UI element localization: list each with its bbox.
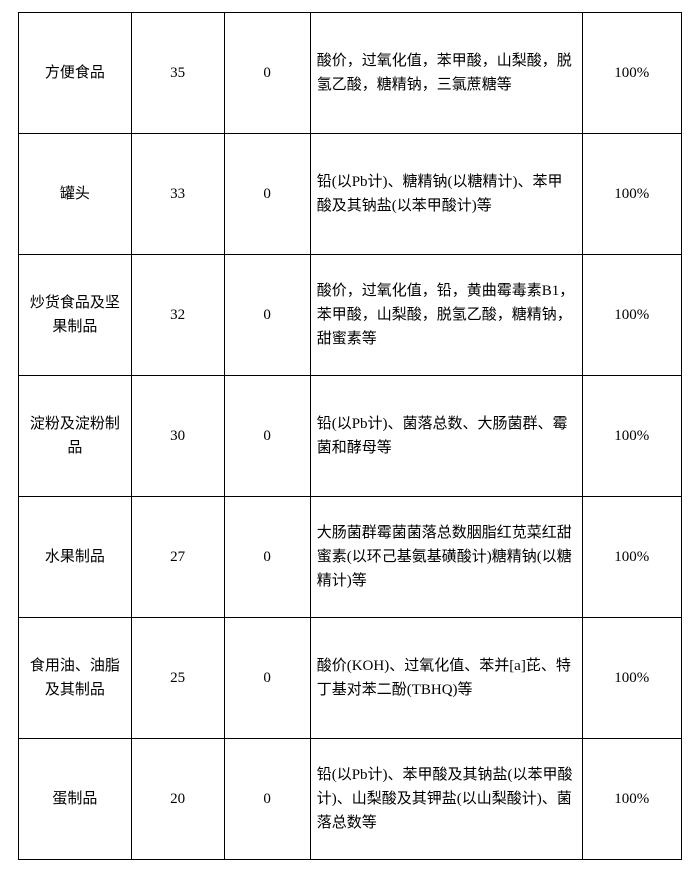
table-row: 食用油、油脂及其制品 25 0 酸价(KOH)、过氧化值、苯并[a]芘、特丁基对… (19, 618, 682, 739)
cell-rate: 100% (582, 497, 681, 618)
cell-rate: 100% (582, 255, 681, 376)
table-row: 方便食品 35 0 酸价，过氧化值，苯甲酸，山梨酸，脱氢乙酸，糖精钠，三氯蔗糖等… (19, 13, 682, 134)
cell-category: 方便食品 (19, 13, 132, 134)
cell-rate: 100% (582, 739, 681, 860)
cell-items: 铅(以Pb计)、菌落总数、大肠菌群、霉菌和酵母等 (310, 376, 582, 497)
cell-count2: 0 (224, 13, 310, 134)
cell-count2: 0 (224, 376, 310, 497)
cell-count2: 0 (224, 618, 310, 739)
cell-items: 酸价，过氧化值，铅，黄曲霉毒素B1，苯甲酸，山梨酸，脱氢乙酸，糖精钠，甜蜜素等 (310, 255, 582, 376)
cell-count1: 32 (131, 255, 224, 376)
table-row: 蛋制品 20 0 铅(以Pb计)、苯甲酸及其钠盐(以苯甲酸计)、山梨酸及其钾盐(… (19, 739, 682, 860)
table-body: 方便食品 35 0 酸价，过氧化值，苯甲酸，山梨酸，脱氢乙酸，糖精钠，三氯蔗糖等… (19, 13, 682, 860)
cell-rate: 100% (582, 376, 681, 497)
cell-items: 铅(以Pb计)、苯甲酸及其钠盐(以苯甲酸计)、山梨酸及其钾盐(以山梨酸计)、菌落… (310, 739, 582, 860)
cell-count1: 30 (131, 376, 224, 497)
cell-category: 罐头 (19, 134, 132, 255)
cell-rate: 100% (582, 13, 681, 134)
cell-count1: 20 (131, 739, 224, 860)
page-container: 方便食品 35 0 酸价，过氧化值，苯甲酸，山梨酸，脱氢乙酸，糖精钠，三氯蔗糖等… (0, 0, 700, 875)
cell-items: 酸价，过氧化值，苯甲酸，山梨酸，脱氢乙酸，糖精钠，三氯蔗糖等 (310, 13, 582, 134)
cell-items: 大肠菌群霉菌菌落总数胭脂红苋菜红甜蜜素(以环己基氨基磺酸计)糖精钠(以糖精计)等 (310, 497, 582, 618)
cell-count2: 0 (224, 739, 310, 860)
table-row: 炒货食品及坚果制品 32 0 酸价，过氧化值，铅，黄曲霉毒素B1，苯甲酸，山梨酸… (19, 255, 682, 376)
cell-count1: 27 (131, 497, 224, 618)
cell-count2: 0 (224, 134, 310, 255)
table-row: 罐头 33 0 铅(以Pb计)、糖精钠(以糖精计)、苯甲酸及其钠盐(以苯甲酸计)… (19, 134, 682, 255)
cell-count1: 33 (131, 134, 224, 255)
cell-category: 蛋制品 (19, 739, 132, 860)
cell-rate: 100% (582, 618, 681, 739)
cell-rate: 100% (582, 134, 681, 255)
cell-count2: 0 (224, 255, 310, 376)
table-row: 水果制品 27 0 大肠菌群霉菌菌落总数胭脂红苋菜红甜蜜素(以环己基氨基磺酸计)… (19, 497, 682, 618)
cell-category: 炒货食品及坚果制品 (19, 255, 132, 376)
cell-count2: 0 (224, 497, 310, 618)
cell-items: 铅(以Pb计)、糖精钠(以糖精计)、苯甲酸及其钠盐(以苯甲酸计)等 (310, 134, 582, 255)
cell-category: 淀粉及淀粉制品 (19, 376, 132, 497)
cell-items: 酸价(KOH)、过氧化值、苯并[a]芘、特丁基对苯二酚(TBHQ)等 (310, 618, 582, 739)
cell-category: 水果制品 (19, 497, 132, 618)
cell-category: 食用油、油脂及其制品 (19, 618, 132, 739)
data-table: 方便食品 35 0 酸价，过氧化值，苯甲酸，山梨酸，脱氢乙酸，糖精钠，三氯蔗糖等… (18, 12, 682, 860)
cell-count1: 35 (131, 13, 224, 134)
cell-count1: 25 (131, 618, 224, 739)
table-row: 淀粉及淀粉制品 30 0 铅(以Pb计)、菌落总数、大肠菌群、霉菌和酵母等 10… (19, 376, 682, 497)
